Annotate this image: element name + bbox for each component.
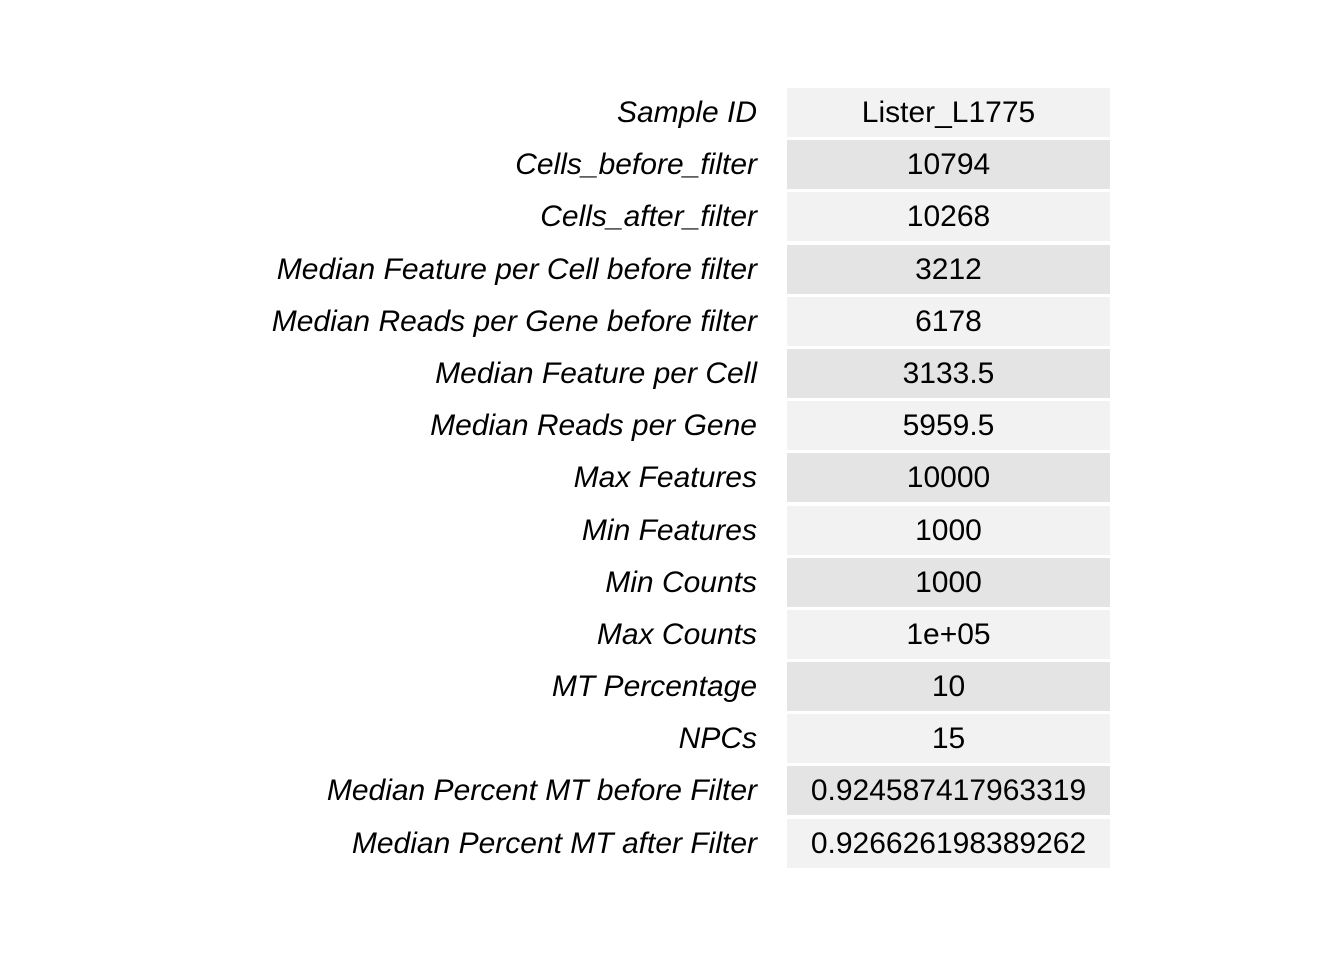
row-value: 10794	[787, 140, 1110, 190]
table-row: Median Percent MT before Filter 0.924587…	[0, 766, 1344, 816]
table-row: Median Feature per Cell before filter 32…	[0, 244, 1344, 294]
table-row: Median Percent MT after Filter 0.9266261…	[0, 818, 1344, 868]
row-label: Max Features	[573, 461, 757, 495]
table-row: Median Reads per Gene 5959.5	[0, 401, 1344, 451]
table-row: MT Percentage 10	[0, 662, 1344, 712]
row-label: NPCs	[678, 722, 757, 756]
row-value: 1e+05	[787, 609, 1110, 659]
table-row: Median Reads per Gene before filter 6178	[0, 296, 1344, 346]
row-value: Lister_L1775	[787, 88, 1110, 137]
row-value: 3133.5	[787, 348, 1110, 398]
row-value: 10000	[787, 453, 1110, 503]
table-row: Cells_after_filter 10268	[0, 192, 1344, 242]
row-label: Median Feature per Cell	[435, 356, 757, 390]
row-value: 6178	[787, 296, 1110, 346]
row-value: 0.924587417963319	[787, 766, 1110, 816]
table-row: Median Feature per Cell 3133.5	[0, 348, 1344, 398]
table-row: Max Features 10000	[0, 453, 1344, 503]
table-row: Cells_before_filter 10794	[0, 140, 1344, 190]
row-label: Median Reads per Gene	[430, 409, 757, 443]
table-row: Sample ID Lister_L1775	[0, 88, 1344, 137]
row-label: MT Percentage	[551, 670, 757, 704]
row-value: 3212	[787, 244, 1110, 294]
row-label: Cells_after_filter	[540, 200, 757, 234]
row-value: 1000	[787, 557, 1110, 607]
row-value: 5959.5	[787, 401, 1110, 451]
row-value: 1000	[787, 505, 1110, 555]
table-row: NPCs 15	[0, 714, 1344, 764]
row-value: 10268	[787, 192, 1110, 242]
row-label: Min Counts	[605, 565, 757, 599]
row-label: Median Feature per Cell before filter	[276, 252, 757, 286]
row-label: Median Reads per Gene before filter	[271, 304, 757, 338]
row-value: 15	[787, 714, 1110, 764]
row-label: Median Percent MT before Filter	[326, 774, 757, 808]
table-row: Min Features 1000	[0, 505, 1344, 555]
row-value: 10	[787, 662, 1110, 712]
row-label: Cells_before_filter	[515, 148, 757, 182]
row-label: Min Features	[581, 513, 757, 547]
row-value: 0.926626198389262	[787, 818, 1110, 868]
row-label: Sample ID	[616, 96, 757, 129]
row-label: Median Percent MT after Filter	[351, 826, 757, 860]
summary-table: Sample ID Lister_L1775 Cells_before_filt…	[0, 88, 1344, 871]
table-row: Min Counts 1000	[0, 557, 1344, 607]
table-row: Max Counts 1e+05	[0, 609, 1344, 659]
row-label: Max Counts	[596, 617, 757, 651]
